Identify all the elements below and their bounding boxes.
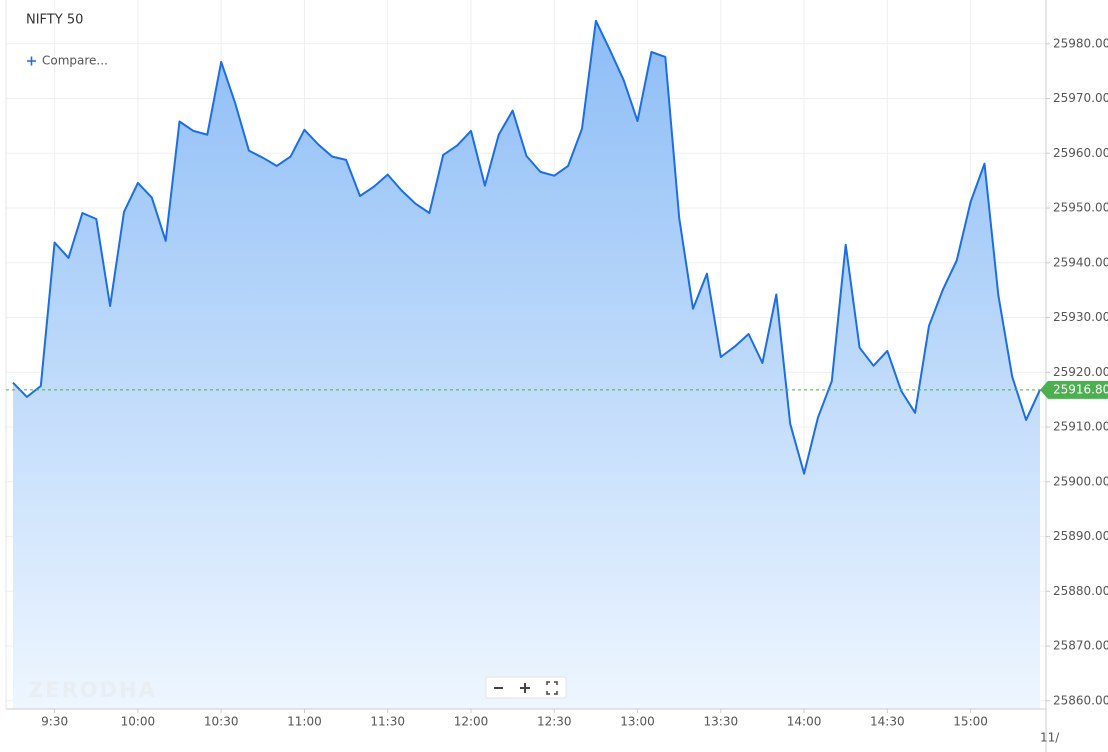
- y-tick-label: 25980.00: [1053, 36, 1108, 50]
- x-tick-label: 14:30: [870, 715, 905, 729]
- x-tick-label: 10:30: [204, 715, 239, 729]
- date-label: 11/: [1040, 731, 1060, 745]
- plus-icon: [27, 56, 36, 66]
- y-tick-label: 25930.00: [1053, 310, 1108, 324]
- y-tick-label: 25910.00: [1053, 420, 1108, 434]
- y-tick-label: 25940.00: [1053, 255, 1108, 269]
- x-tick-label: 12:00: [454, 715, 489, 729]
- x-tick-label: 10:00: [121, 715, 156, 729]
- x-tick-label: 12:30: [537, 715, 572, 729]
- x-tick-label: 14:00: [787, 715, 822, 729]
- fullscreen[interactable]: [546, 681, 558, 695]
- x-tick-label: 9:30: [41, 715, 68, 729]
- x-tick-label: 15:00: [953, 715, 988, 729]
- last-price-tag: [1040, 380, 1108, 399]
- compare-label: Compare...: [42, 54, 108, 68]
- y-tick-label: 25900.00: [1053, 474, 1108, 488]
- watermark: ZERODHA: [28, 678, 157, 702]
- compare-button[interactable]: Compare...: [27, 54, 108, 68]
- x-tick-label: 11:00: [287, 715, 322, 729]
- zoom-in[interactable]: [520, 683, 530, 693]
- y-tick-label: 25870.00: [1053, 639, 1108, 653]
- y-tick-label: 25890.00: [1053, 529, 1108, 543]
- y-tick-label: 25880.00: [1053, 584, 1108, 598]
- y-tick-label: 25860.00: [1053, 693, 1108, 707]
- plot: [12, 19, 1041, 710]
- chart-title: NIFTY 50: [26, 13, 83, 28]
- y-tick-label: 25920.00: [1053, 365, 1108, 379]
- x-tick-label: 13:30: [704, 715, 739, 729]
- x-tick-label: 13:00: [620, 715, 655, 729]
- y-tick-label: 25970.00: [1053, 91, 1108, 105]
- y-tick-label: 25960.00: [1053, 146, 1108, 160]
- area-fill: [13, 20, 1040, 710]
- zoom-controls: [485, 676, 567, 699]
- last-price-label: 25916.80: [1053, 382, 1108, 396]
- price-line: [12, 19, 1041, 475]
- x-tick-label: 11:30: [370, 715, 405, 729]
- y-tick-label: 25950.00: [1053, 201, 1108, 215]
